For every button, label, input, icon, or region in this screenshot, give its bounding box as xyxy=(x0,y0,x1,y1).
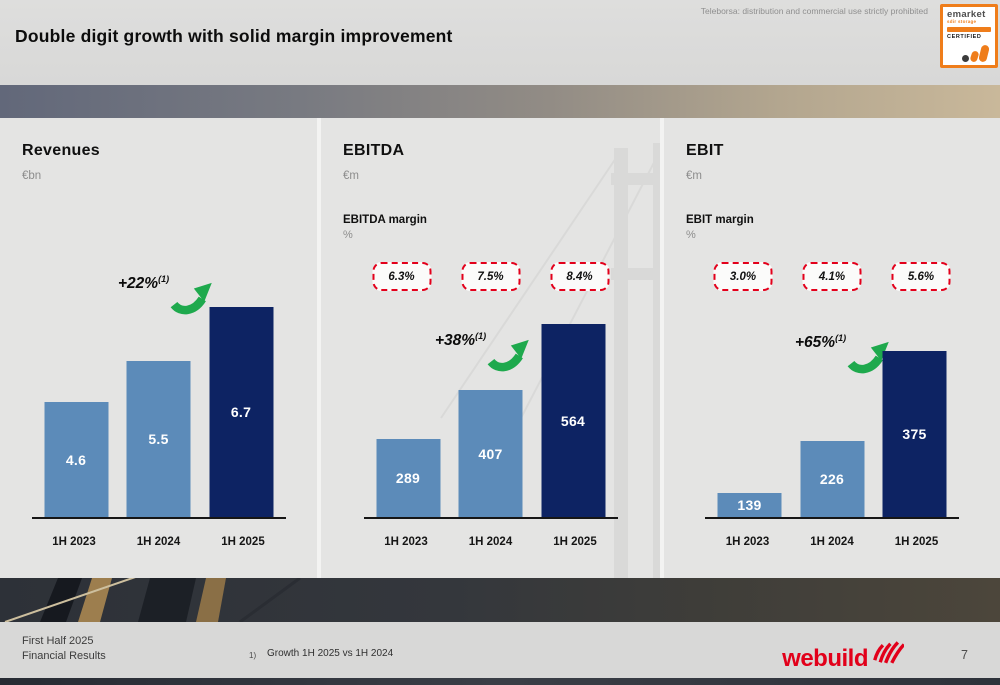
panel-revenues: Revenues €bn +22%(1) 4.6 5.5 6.7 1H 2023… xyxy=(0,118,317,578)
mini-bar-chart-icon xyxy=(947,40,991,63)
margin-pill: 4.1% xyxy=(802,262,862,291)
panel-ebit: EBIT €m EBIT margin % 3.0% 4.1% 5.6% +65… xyxy=(664,118,1000,578)
bridge-photo-sky-band xyxy=(0,85,1000,118)
chart-unit: €m xyxy=(686,170,702,182)
x-label: 1H 2024 xyxy=(136,536,181,548)
header: Double digit growth with solid margin im… xyxy=(0,0,1000,85)
bar-value-label: 289 xyxy=(395,470,421,486)
chart-unit: €bn xyxy=(22,170,42,182)
growth-value: +38%(1) xyxy=(435,331,487,350)
x-label: 1H 2023 xyxy=(52,536,96,548)
margin-pill: 7.5% xyxy=(461,262,520,291)
bar-1h2023: 289 xyxy=(376,439,440,517)
margin-header: EBIT margin % xyxy=(686,214,754,241)
bar-value-label: 375 xyxy=(902,426,927,442)
footnote-text: Growth 1H 2025 vs 1H 2024 xyxy=(267,648,394,659)
bar-1h2023: 139 xyxy=(717,493,782,517)
chart-title: Revenues xyxy=(22,142,100,159)
margin-pills: 6.3% 7.5% 8.4% xyxy=(372,262,609,291)
growth-arrow-icon xyxy=(170,282,212,315)
bar-1h2023: 4.6 xyxy=(44,402,108,517)
webuild-logo-text: webuild xyxy=(782,645,868,672)
deck-title: First Half 2025 Financial Results xyxy=(22,634,106,664)
badge-title: emarket xyxy=(947,9,986,20)
disclaimer-text: Teleborsa: distribution and commercial u… xyxy=(700,6,928,16)
x-label: 1H 2025 xyxy=(553,536,597,548)
badge-certified-label: CERTIFIED xyxy=(947,34,982,40)
badge-orange-bar xyxy=(947,27,991,32)
bridge-structure-graphic xyxy=(4,578,301,622)
x-axis-labels: 1H 2023 1H 2024 1H 2025 xyxy=(35,536,282,548)
webuild-fan-icon xyxy=(873,641,904,664)
footnote-marker: 1) xyxy=(249,651,257,660)
chart-bar-icon xyxy=(978,44,990,63)
bar-1h2025: 6.7 xyxy=(209,307,273,517)
growth-arrow-icon xyxy=(847,341,889,374)
x-axis-line xyxy=(31,516,286,519)
webuild-logo: webuild xyxy=(782,636,904,672)
charts-row: Revenues €bn +22%(1) 4.6 5.5 6.7 1H 2023… xyxy=(0,118,1000,578)
margin-pill: 5.6% xyxy=(891,262,951,291)
footer: First Half 2025 Financial Results 1) Gro… xyxy=(0,622,1000,678)
bar-group: 139 226 375 xyxy=(717,197,947,517)
bar-value-label: 139 xyxy=(737,497,762,513)
x-label: 1H 2023 xyxy=(384,536,428,548)
panel-ebitda: EBITDA €m EBITDA margin % 6.3% 7.5% 8.4%… xyxy=(321,118,660,578)
margin-pill: 6.3% xyxy=(372,262,431,291)
x-label: 1H 2025 xyxy=(894,536,939,548)
bar-group: 4.6 5.5 6.7 xyxy=(44,197,273,517)
bar-group: 289 407 564 xyxy=(376,197,605,517)
bar-1h2025: 564 xyxy=(541,324,605,517)
margin-pills: 3.0% 4.1% 5.6% xyxy=(713,262,951,291)
chart-title: EBIT xyxy=(686,142,724,159)
bar-value-label: 226 xyxy=(819,471,845,487)
margin-pill: 8.4% xyxy=(550,262,609,291)
x-axis-line xyxy=(363,516,618,519)
bar-value-label: 5.5 xyxy=(148,431,169,447)
bar-value-label: 4.6 xyxy=(65,451,87,468)
margin-unit: % xyxy=(343,229,353,241)
bridge-photo-bottom-band xyxy=(0,578,1000,622)
x-label: 1H 2024 xyxy=(810,536,854,548)
deck-title-line1: First Half 2025 xyxy=(22,635,94,647)
x-label: 1H 2024 xyxy=(468,536,513,548)
page-number: 7 xyxy=(961,648,968,662)
margin-unit: % xyxy=(686,229,696,241)
slide-title: Double digit growth with solid margin im… xyxy=(15,26,453,46)
badge-subtitle: sdir storage xyxy=(947,19,977,24)
growth-arrow-icon xyxy=(487,339,529,372)
bar-value-label: 564 xyxy=(560,412,586,429)
margin-pill: 3.0% xyxy=(713,262,773,291)
growth-annotation: +22%(1) xyxy=(118,274,212,315)
slide-bottom-edge xyxy=(0,678,1000,685)
growth-value: +65%(1) xyxy=(795,333,847,352)
x-axis-labels: 1H 2023 1H 2024 1H 2025 xyxy=(709,536,956,548)
margin-label: EBITDA margin xyxy=(343,214,427,226)
x-label: 1H 2025 xyxy=(221,536,265,548)
emarket-certified-badge: emarket sdir storage CERTIFIED xyxy=(940,4,998,68)
bar-value-label: 407 xyxy=(478,445,503,462)
bar-1h2024: 5.5 xyxy=(126,361,191,517)
growth-value: +22%(1) xyxy=(118,274,170,293)
bar-1h2024: 407 xyxy=(458,390,523,517)
growth-annotation: +65%(1) xyxy=(795,333,889,374)
margin-label: EBIT margin xyxy=(686,214,754,226)
chart-dot-icon xyxy=(962,55,969,62)
bar-value-label: 6.7 xyxy=(230,404,252,420)
growth-annotation: +38%(1) xyxy=(435,331,529,372)
x-label: 1H 2023 xyxy=(725,536,770,548)
x-axis-labels: 1H 2023 1H 2024 1H 2025 xyxy=(367,536,614,548)
deck-title-line2: Financial Results xyxy=(22,650,106,662)
bar-1h2024: 226 xyxy=(800,441,864,517)
margin-header: EBITDA margin % xyxy=(343,214,427,241)
chart-title: EBITDA xyxy=(343,142,405,159)
bar-1h2025: 375 xyxy=(882,351,947,517)
chart-unit: €m xyxy=(343,170,359,182)
x-axis-line xyxy=(705,516,959,519)
